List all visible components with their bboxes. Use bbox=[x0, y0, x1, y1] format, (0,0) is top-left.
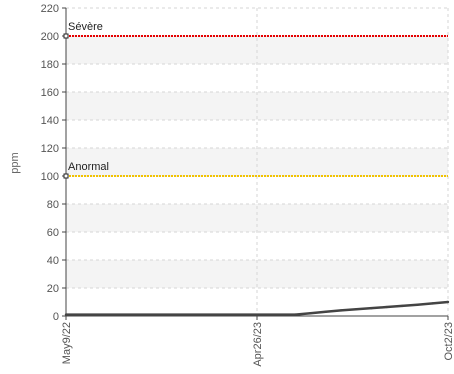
threshold-label: Sévère bbox=[68, 21, 103, 33]
series-point bbox=[355, 308, 358, 311]
y-tick-label: 60 bbox=[47, 227, 59, 239]
series-line bbox=[66, 300, 449, 316]
series-group bbox=[64, 300, 450, 316]
series-point bbox=[370, 306, 373, 310]
y-tick-label: 200 bbox=[41, 31, 59, 43]
tick-labels: 0 20 40 60 80 100 120 140 160 180 200 220 May9/22 Apr… bbox=[41, 3, 454, 367]
y-tick-label: 160 bbox=[41, 87, 59, 99]
y-tick-label: 80 bbox=[47, 199, 59, 211]
y-tick-label: 100 bbox=[41, 171, 59, 183]
series-point bbox=[339, 309, 343, 312]
x-tick-label: May9/22 bbox=[61, 322, 73, 364]
x-tick-label: Apr26/23 bbox=[252, 322, 264, 367]
x-tick-label: Oct2/23 bbox=[443, 322, 454, 361]
series-point bbox=[324, 310, 327, 313]
series-point bbox=[446, 300, 450, 304]
y-tick-label: 180 bbox=[41, 59, 59, 71]
series-point bbox=[416, 303, 419, 306]
threshold-marker bbox=[63, 173, 69, 179]
threshold-lines: Sévère Anormal bbox=[63, 21, 448, 179]
y-tick-label: 40 bbox=[47, 255, 59, 267]
series-point bbox=[400, 304, 404, 308]
y-axis-title: ppm bbox=[9, 152, 21, 173]
series-point bbox=[309, 312, 312, 315]
series-point bbox=[294, 313, 297, 316]
series-point bbox=[385, 305, 389, 309]
y-tick-label: 0 bbox=[53, 311, 59, 323]
series-point bbox=[431, 302, 434, 305]
y-tick-label: 120 bbox=[41, 143, 59, 155]
y-tick-label: 220 bbox=[41, 3, 59, 15]
threshold-label: Anormal bbox=[68, 161, 109, 173]
y-tick-label: 20 bbox=[47, 283, 59, 295]
threshold-marker bbox=[63, 33, 69, 39]
y-tick-label: 140 bbox=[41, 115, 59, 127]
series-point bbox=[64, 313, 68, 316]
